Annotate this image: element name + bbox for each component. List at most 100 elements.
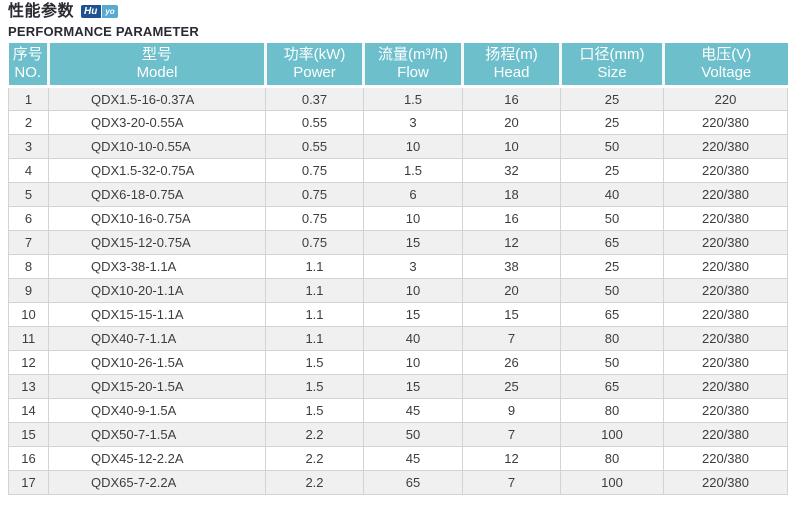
cell-model: QDX1.5-32-0.75A xyxy=(48,158,266,183)
column-header-voltage: 电压(V) Voltage xyxy=(662,43,788,88)
cell-voltage: 220/380 xyxy=(663,254,788,279)
cell-size: 25 xyxy=(560,158,664,183)
cell-flow: 10 xyxy=(363,206,463,231)
cell-voltage: 220/380 xyxy=(663,230,788,255)
table-row: 7 QDX15-12-0.75A 0.75 15 12 65 220/380 xyxy=(8,230,788,255)
cell-flow: 15 xyxy=(363,302,463,327)
cell-flow: 15 xyxy=(363,230,463,255)
cell-size: 50 xyxy=(560,350,664,375)
cell-head: 18 xyxy=(462,182,561,207)
cell-voltage: 220/380 xyxy=(663,422,788,447)
table-row: 8 QDX3-38-1.1A 1.1 3 38 25 220/380 xyxy=(8,254,788,279)
cell-head: 10 xyxy=(462,134,561,159)
cell-model: QDX10-26-1.5A xyxy=(48,350,266,375)
cell-size: 80 xyxy=(560,398,664,423)
cell-voltage: 220/380 xyxy=(663,470,788,495)
brand-logo: Hu yo xyxy=(81,5,118,18)
cell-head: 7 xyxy=(462,470,561,495)
cell-size: 50 xyxy=(560,134,664,159)
cell-voltage: 220/380 xyxy=(663,350,788,375)
cell-power: 0.75 xyxy=(265,206,364,231)
cell-no: 3 xyxy=(8,134,49,159)
brand-logo-yo: yo xyxy=(102,5,118,18)
cell-no: 12 xyxy=(8,350,49,375)
cell-power: 1.5 xyxy=(265,398,364,423)
table-row: 10 QDX15-15-1.1A 1.1 15 15 65 220/380 xyxy=(8,302,788,327)
column-header-flow: 流量(m³/h) Flow xyxy=(362,43,463,88)
cell-power: 0.55 xyxy=(265,110,364,135)
cell-head: 20 xyxy=(462,278,561,303)
cell-no: 13 xyxy=(8,374,49,399)
performance-parameter-table: 序号 NO. 型号 Model 功率(kW) Power 流量(m³/h) Flow 扬程(m)… xyxy=(8,43,788,495)
cell-flow: 45 xyxy=(363,398,463,423)
cell-power: 2.2 xyxy=(265,422,364,447)
cell-no: 10 xyxy=(8,302,49,327)
column-header-flow-zh: 流量(m³/h) xyxy=(378,46,448,63)
cell-no: 8 xyxy=(8,254,49,279)
cell-flow: 10 xyxy=(363,350,463,375)
cell-flow: 10 xyxy=(363,134,463,159)
table-row: 11 QDX40-7-1.1A 1.1 40 7 80 220/380 xyxy=(8,326,788,351)
cell-flow: 45 xyxy=(363,446,463,471)
cell-no: 7 xyxy=(8,230,49,255)
table-row: 3 QDX10-10-0.55A 0.55 10 10 50 220/380 xyxy=(8,134,788,159)
cell-head: 12 xyxy=(462,446,561,471)
table-row: 12 QDX10-26-1.5A 1.5 10 26 50 220/380 xyxy=(8,350,788,375)
cell-voltage: 220/380 xyxy=(663,110,788,135)
cell-power: 1.1 xyxy=(265,278,364,303)
column-header-model-zh: 型号 xyxy=(141,46,172,63)
table-row: 4 QDX1.5-32-0.75A 0.75 1.5 32 25 220/380 xyxy=(8,158,788,183)
cell-no: 17 xyxy=(8,470,49,495)
cell-flow: 3 xyxy=(363,254,463,279)
cell-flow: 50 xyxy=(363,422,463,447)
brand-logo-hu: Hu xyxy=(81,5,102,18)
cell-power: 1.5 xyxy=(265,350,364,375)
cell-voltage: 220 xyxy=(663,86,788,111)
cell-size: 100 xyxy=(560,470,664,495)
cell-head: 7 xyxy=(462,422,561,447)
cell-model: QDX3-38-1.1A xyxy=(48,254,266,279)
cell-power: 0.75 xyxy=(265,230,364,255)
cell-head: 16 xyxy=(462,86,561,111)
column-header-model-en: Model xyxy=(136,64,178,81)
cell-model: QDX65-7-2.2A xyxy=(48,470,266,495)
cell-head: 38 xyxy=(462,254,561,279)
table-row: 17 QDX65-7-2.2A 2.2 65 7 100 220/380 xyxy=(8,470,788,495)
table-row: 14 QDX40-9-1.5A 1.5 45 9 80 220/380 xyxy=(8,398,788,423)
cell-size: 100 xyxy=(560,422,664,447)
column-header-model: 型号 Model xyxy=(47,43,266,88)
cell-voltage: 220/380 xyxy=(663,134,788,159)
cell-power: 1.1 xyxy=(265,302,364,327)
cell-flow: 1.5 xyxy=(363,86,463,111)
cell-size: 40 xyxy=(560,182,664,207)
cell-voltage: 220/380 xyxy=(663,398,788,423)
cell-model: QDX45-12-2.2A xyxy=(48,446,266,471)
column-header-size-en: Size xyxy=(597,64,627,81)
column-header-flow-en: Flow xyxy=(397,64,429,81)
cell-no: 4 xyxy=(8,158,49,183)
cell-model: QDX15-15-1.1A xyxy=(48,302,266,327)
table-header-row: 序号 NO. 型号 Model 功率(kW) Power 流量(m³/h) Flow 扬程(m)… xyxy=(8,43,788,88)
cell-model: QDX1.5-16-0.37A xyxy=(48,86,266,111)
table-row: 5 QDX6-18-0.75A 0.75 6 18 40 220/380 xyxy=(8,182,788,207)
column-header-no: 序号 NO. xyxy=(8,43,49,88)
cell-power: 1.1 xyxy=(265,326,364,351)
cell-model: QDX3-20-0.55A xyxy=(48,110,266,135)
cell-size: 80 xyxy=(560,446,664,471)
cell-size: 25 xyxy=(560,86,664,111)
cell-no: 14 xyxy=(8,398,49,423)
title-row: 性能参数 Hu yo xyxy=(8,2,780,21)
cell-model: QDX50-7-1.5A xyxy=(48,422,266,447)
cell-model: QDX6-18-0.75A xyxy=(48,182,266,207)
column-header-size-zh: 口径(mm) xyxy=(579,46,645,63)
cell-no: 15 xyxy=(8,422,49,447)
column-header-voltage-zh: 电压(V) xyxy=(701,46,752,63)
table-body: 1 QDX1.5-16-0.37A 0.37 1.5 16 25 220 2 QDX3-20-0… xyxy=(8,86,788,495)
cell-size: 65 xyxy=(560,374,664,399)
cell-size: 25 xyxy=(560,254,664,279)
cell-size: 50 xyxy=(560,206,664,231)
cell-size: 65 xyxy=(560,230,664,255)
page-header: 性能参数 Hu yo PERFORMANCE PARAMETER xyxy=(8,2,780,39)
column-header-no-zh: 序号 xyxy=(12,46,43,63)
